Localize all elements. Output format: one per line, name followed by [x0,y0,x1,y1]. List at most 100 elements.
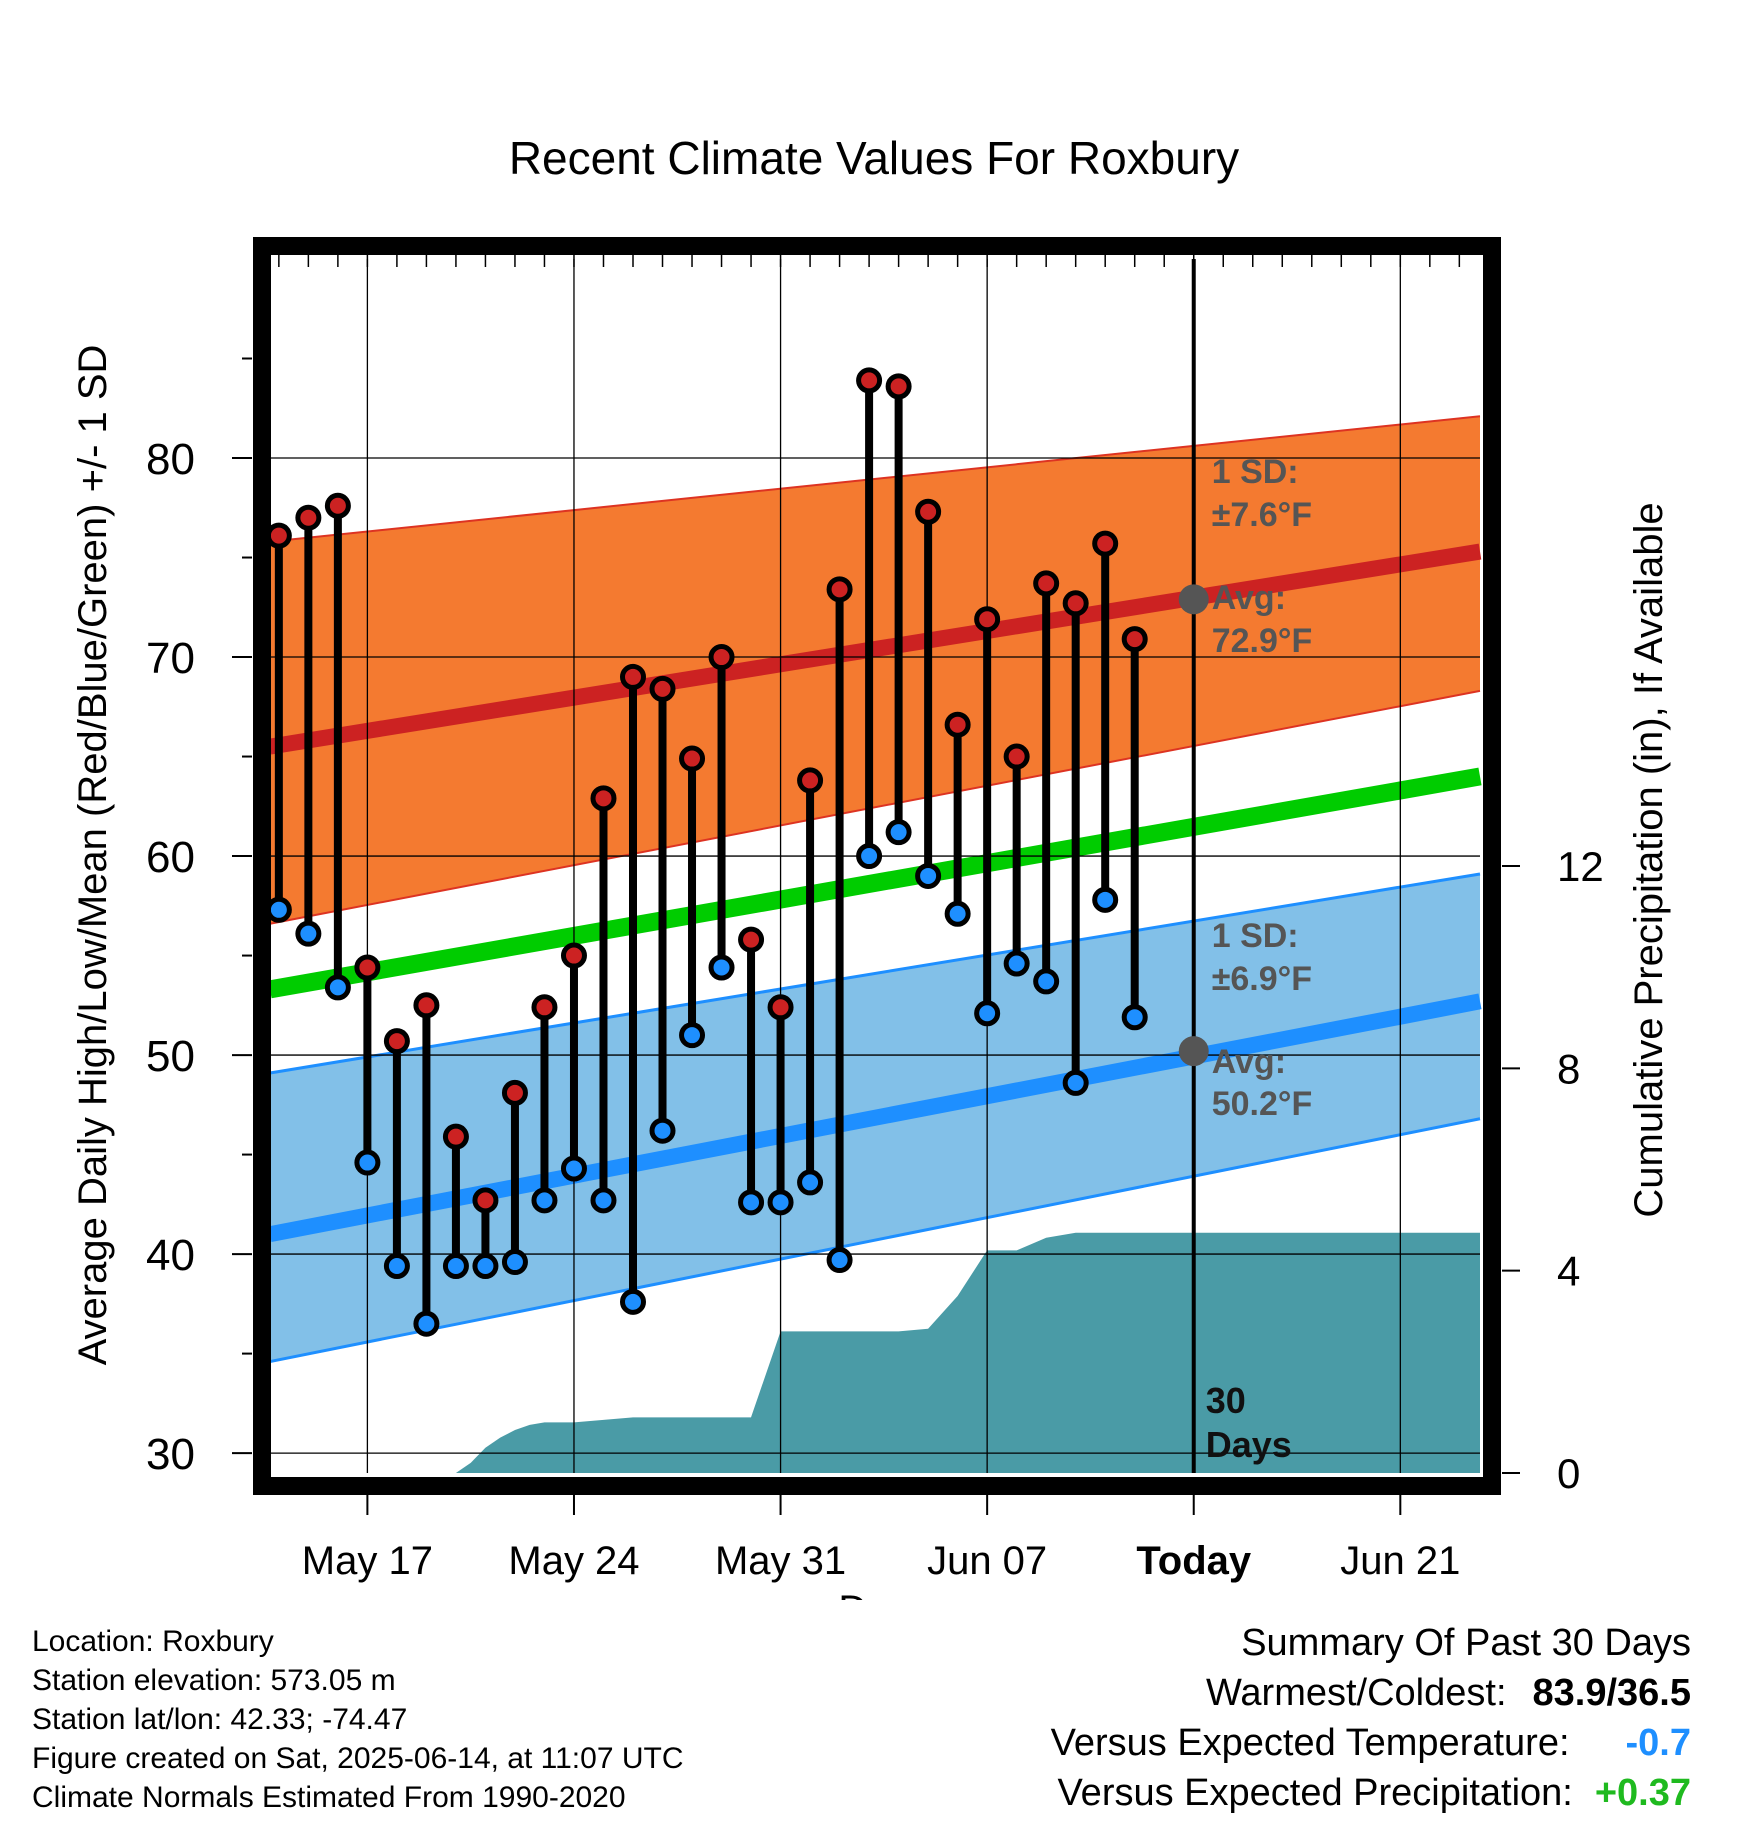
high-avg-line [268,543,1482,755]
low-point [531,1187,558,1214]
low-point [797,1169,824,1196]
low-point [679,1022,706,1049]
summary-heading: Summary Of Past 30 Days [1241,1622,1691,1664]
high-point [354,954,381,981]
x-tick-label: Jun 21 [1340,1539,1460,1583]
low-point [1033,968,1060,995]
high-point [442,1123,469,1150]
low-point [590,1187,617,1214]
warm-cold-value: 83.9/36.5 [1532,1672,1691,1714]
info-created: Figure created on Sat, 2025-06-14, at 11… [32,1742,684,1775]
low-point [620,1288,646,1315]
high-point [767,994,794,1021]
y-tick-label: 60 [146,833,195,882]
info-latlon: Station lat/lon: 42.33; -74.47 [32,1703,408,1736]
info-elevation: Station elevation: 573.05 m [32,1664,396,1697]
x-tick-label: May 24 [508,1539,639,1583]
high-point [1033,570,1060,597]
low-point [885,819,912,846]
x-tick-label: Jun 07 [927,1539,1047,1583]
high-point [620,663,646,690]
low-point [501,1249,528,1276]
y-tick-label: 30 [146,1430,195,1479]
high-point [797,767,824,794]
low-point [738,1189,765,1216]
temp-label: Versus Expected Temperature: [1050,1722,1570,1764]
info-location: Location: Roxbury [32,1625,274,1658]
low-point [1003,950,1030,977]
low-point [649,1117,676,1144]
low-avg-label: Avg: [1212,1043,1286,1081]
high-point [974,606,1001,633]
x-tick-label: Today [1136,1539,1252,1583]
warm-cold-label: Warmest/Coldest: [1205,1672,1507,1714]
y-tick-label: 80 [146,435,195,484]
window-label-unit: Days [1206,1424,1292,1465]
high-point [295,504,322,531]
x-tick-label: May 17 [302,1539,433,1583]
y2-tick-label: 12 [1557,843,1604,890]
summary-panel: Summary Of Past 30 Days Warmest/Coldest:… [1051,1618,1691,1818]
station-info: Location: Roxbury Station elevation: 573… [32,1622,684,1817]
low-point [265,896,292,923]
x-tick-label: May 31 [715,1539,846,1583]
high-point [738,926,765,953]
low-point [974,1000,1001,1027]
normal-bands [268,415,1482,1473]
x-axis-label: Day [838,1588,909,1600]
precipitation-area [278,1232,1481,1473]
high-sd-label: 1 SD: [1212,453,1299,491]
high-sd-upper-line [269,415,1481,543]
high-point [413,992,440,1019]
annotations: 1 SD: ±7.6°F Avg: 72.9°F 1 SD: ±6.9°F Avg: 50.2… [1178,453,1313,1465]
high-point [826,576,853,603]
high-point [708,644,735,671]
precip-label: Versus Expected Precipitation: [1057,1772,1573,1814]
high-sd-value: ±7.6°F [1212,496,1312,534]
low-point [708,954,735,981]
precip-value: +0.37 [1594,1772,1691,1814]
low-point [442,1253,469,1280]
today-high-avg-marker [1178,584,1209,615]
high-point [649,675,676,702]
low-point [383,1253,410,1280]
low-point [295,920,322,947]
y-tick-label: 40 [146,1231,195,1280]
high-point [501,1079,528,1106]
low-point [944,900,971,927]
low-sd-lower-line [269,1117,1481,1364]
low-point [767,1189,794,1216]
plot-frame [253,237,1501,1495]
y-axis-label: Average Daily High/Low/Mean (Red/Blue/Gr… [71,345,115,1366]
daily-marks [265,367,1148,1337]
high-point [383,1028,410,1055]
y2-tick-label: 0 [1557,1450,1580,1497]
window-label-count: 30 [1206,1380,1246,1421]
low-point [915,862,942,889]
high-avg-label: Avg: [1212,579,1286,617]
mean-avg-line [268,767,1482,999]
high-avg-value: 72.9°F [1212,622,1313,660]
high-point [944,711,971,738]
low-avg-value: 50.2°F [1212,1085,1313,1123]
high-point [1121,626,1148,653]
high-point [1062,590,1089,617]
chart-title: Recent Climate Values For Roxbury [509,132,1239,184]
low-avg-line [268,993,1482,1243]
high-point [265,522,292,549]
high-point [472,1187,499,1214]
low-point [413,1310,440,1337]
high-point [885,373,912,400]
low-point [472,1253,499,1280]
high-point [856,367,883,394]
y2-tick-label: 4 [1557,1248,1580,1295]
low-sd-label: 1 SD: [1212,917,1299,955]
low-point [1121,1004,1148,1031]
high-point [560,942,587,969]
high-point [1092,530,1119,557]
climate-chart: Recent Climate Values For Roxbury 1 SD: ±… [71,132,1671,1600]
low-point [826,1247,853,1274]
y-tick-label: 50 [146,1032,195,1081]
summary-precip: Versus Expected Precipitation: +0.37 [1051,1768,1691,1818]
info-normals: Climate Normals Estimated From 1990-2020 [32,1781,626,1814]
